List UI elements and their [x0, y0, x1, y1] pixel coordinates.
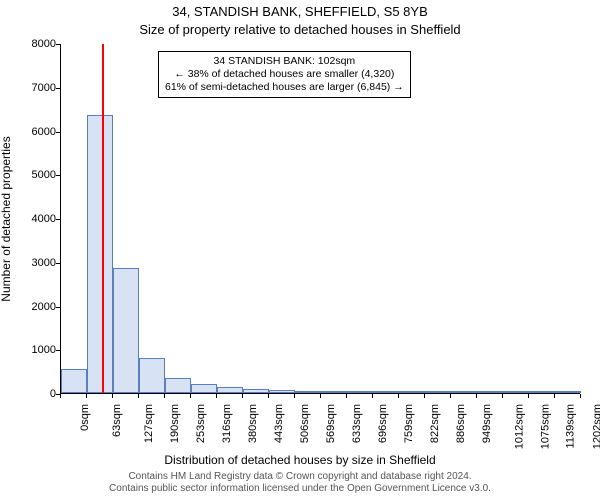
y-tick-label: 2000 — [20, 301, 56, 313]
x-tick-label: 759sqm — [403, 404, 415, 443]
x-tick-mark — [554, 394, 555, 398]
x-tick-label: 1075sqm — [539, 404, 551, 449]
x-tick-mark — [476, 394, 477, 398]
histogram-bar — [529, 391, 555, 393]
histogram-bar — [555, 391, 581, 393]
y-tick-label: 4000 — [20, 213, 56, 225]
y-tick-label: 8000 — [20, 38, 56, 50]
x-tick-mark — [450, 394, 451, 398]
x-tick-label: 1139sqm — [564, 404, 576, 448]
y-tick-label: 5000 — [20, 169, 56, 181]
x-tick-label: 63sqm — [111, 404, 123, 437]
histogram-bar — [399, 391, 425, 393]
histogram-bar — [347, 391, 373, 393]
x-tick-label: 0sqm — [79, 404, 91, 431]
histogram-bar — [451, 391, 477, 393]
footer-line-1: Contains HM Land Registry data © Crown c… — [0, 471, 600, 483]
x-tick-mark — [216, 394, 217, 398]
x-tick-label: 127sqm — [143, 404, 155, 443]
x-tick-label: 253sqm — [195, 404, 207, 443]
annotation-line: 34 STANDISH BANK: 102sqm — [165, 55, 404, 68]
x-tick-label: 822sqm — [429, 404, 441, 443]
y-tick-label: 6000 — [20, 126, 56, 138]
x-tick-mark — [320, 394, 321, 398]
title-address: 34, STANDISH BANK, SHEFFIELD, S5 8YB — [0, 4, 600, 19]
x-tick-mark — [346, 394, 347, 398]
x-tick-mark — [242, 394, 243, 398]
histogram-bar — [503, 391, 529, 393]
x-tick-mark — [502, 394, 503, 398]
x-axis-label: Distribution of detached houses by size … — [0, 453, 600, 467]
histogram-bar — [243, 389, 269, 393]
x-tick-label: 633sqm — [351, 404, 363, 443]
x-tick-mark — [138, 394, 139, 398]
annotation-line: ← 38% of detached houses are smaller (4,… — [165, 68, 404, 81]
x-tick-label: 1202sqm — [591, 404, 600, 449]
y-tick-label: 3000 — [20, 257, 56, 269]
histogram-bar — [295, 391, 321, 393]
plot-area: 34 STANDISH BANK: 102sqm← 38% of detache… — [60, 44, 580, 394]
x-tick-label: 949sqm — [481, 404, 493, 443]
x-tick-mark — [294, 394, 295, 398]
x-tick-mark — [190, 394, 191, 398]
histogram-bar — [217, 387, 243, 393]
x-tick-label: 569sqm — [325, 404, 337, 443]
x-tick-mark — [372, 394, 373, 398]
x-tick-mark — [112, 394, 113, 398]
footer-line-2: Contains public sector information licen… — [0, 483, 600, 495]
histogram-bar — [139, 358, 165, 393]
x-tick-mark — [86, 394, 87, 398]
histogram-bar — [425, 391, 451, 393]
title-description: Size of property relative to detached ho… — [0, 22, 600, 37]
histogram-bar — [165, 378, 191, 393]
histogram-bar — [191, 384, 217, 393]
histogram-bar — [321, 391, 347, 393]
x-tick-mark — [528, 394, 529, 398]
x-tick-label: 443sqm — [273, 404, 285, 443]
x-tick-label: 1012sqm — [513, 404, 525, 449]
x-tick-label: 506sqm — [299, 404, 311, 443]
histogram-bar — [269, 390, 295, 393]
x-tick-label: 190sqm — [169, 404, 181, 443]
x-tick-mark — [424, 394, 425, 398]
annotation-box: 34 STANDISH BANK: 102sqm← 38% of detache… — [158, 51, 411, 98]
property-marker-line — [102, 44, 104, 393]
histogram-bar — [373, 391, 399, 393]
x-tick-label: 380sqm — [247, 404, 259, 443]
y-tick-label: 7000 — [20, 82, 56, 94]
x-tick-label: 316sqm — [221, 404, 233, 443]
histogram-bar — [113, 268, 139, 393]
histogram-bar — [87, 115, 113, 393]
y-tick-label: 1000 — [20, 344, 56, 356]
x-tick-label: 696sqm — [377, 404, 389, 443]
histogram-bar — [477, 391, 503, 393]
x-tick-mark — [268, 394, 269, 398]
chart-container: 34, STANDISH BANK, SHEFFIELD, S5 8YB Siz… — [0, 0, 600, 500]
x-tick-mark — [398, 394, 399, 398]
x-tick-mark — [164, 394, 165, 398]
x-tick-mark — [580, 394, 581, 398]
y-axis-label: Number of detached properties — [0, 136, 13, 301]
x-tick-label: 886sqm — [455, 404, 467, 443]
footer-attribution: Contains HM Land Registry data © Crown c… — [0, 471, 600, 494]
x-tick-mark — [60, 394, 61, 398]
histogram-bar — [61, 369, 87, 393]
annotation-line: 61% of semi-detached houses are larger (… — [165, 81, 404, 94]
y-tick-label: 0 — [20, 388, 56, 400]
